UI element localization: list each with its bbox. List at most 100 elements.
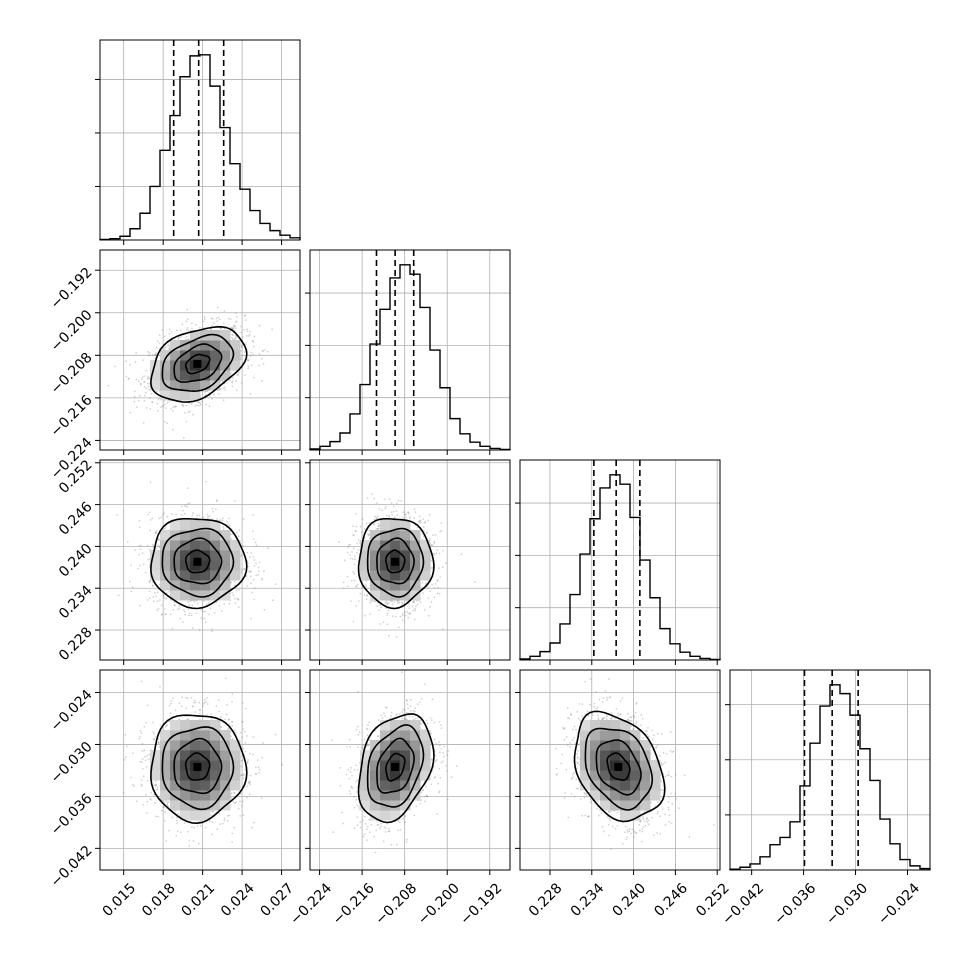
x-tick-label: 0.015	[100, 880, 140, 920]
scatter-point	[667, 801, 670, 803]
scatter-point	[555, 767, 558, 770]
scatter-point	[392, 510, 395, 513]
contour-level-3	[584, 727, 654, 811]
scatter-point	[157, 738, 160, 740]
density-cell	[410, 760, 421, 771]
scatter-point	[664, 761, 667, 764]
density-cell	[220, 550, 231, 561]
scatter-point	[191, 604, 194, 607]
scatter-point	[411, 715, 414, 718]
scatter-point	[633, 831, 635, 833]
scatter-point	[246, 330, 249, 333]
scatter-point	[225, 713, 228, 716]
scatter-point	[655, 747, 658, 749]
scatter-point	[244, 343, 247, 345]
scatter-panel-1-3	[310, 670, 510, 870]
scatter-point	[404, 513, 407, 516]
scatter-point	[378, 524, 381, 527]
scatter-point	[166, 401, 169, 404]
density-cell	[580, 780, 591, 791]
scatter-point	[132, 783, 134, 786]
scatter-point	[357, 690, 360, 693]
scatter-point	[164, 811, 167, 814]
scatter-point	[225, 677, 227, 680]
scatter-point	[187, 830, 189, 833]
density-cell	[160, 730, 171, 741]
scatter-point	[656, 801, 659, 804]
scatter-point	[595, 691, 598, 693]
scatter-point	[235, 312, 237, 315]
scatter-point	[186, 505, 188, 508]
scatter-point	[425, 794, 428, 797]
scatter-point	[662, 789, 664, 791]
scatter-point	[425, 532, 428, 535]
scatter-point	[668, 820, 671, 823]
density-cell	[200, 530, 211, 541]
scatter-point	[222, 387, 224, 390]
scatter-point	[160, 406, 162, 408]
density-cell	[620, 770, 631, 781]
density-cell	[180, 550, 191, 561]
scatter-point	[368, 521, 371, 524]
y-tick-label: −0.042	[48, 843, 96, 891]
density-cell	[410, 790, 421, 801]
scatter-point	[204, 621, 207, 624]
density-cell	[370, 530, 381, 541]
scatter-point	[406, 838, 408, 841]
scatter-point	[591, 713, 593, 715]
scatter-point	[170, 702, 172, 705]
scatter-point	[163, 403, 166, 406]
panel-frame-0-3	[99, 669, 301, 871]
scatter-point	[395, 714, 397, 716]
scatter-point	[412, 710, 415, 712]
scatter-point	[563, 797, 566, 799]
scatter-point	[188, 839, 191, 842]
y-tick-label: −0.200	[48, 307, 96, 355]
scatter-point	[332, 831, 335, 834]
scatter-point	[603, 716, 606, 719]
density-cell	[370, 540, 381, 551]
panel-frame-hist-1	[309, 249, 511, 451]
density-cell	[400, 520, 411, 531]
density-cell	[410, 540, 421, 551]
scatter-point	[436, 592, 439, 595]
scatter-point	[199, 708, 201, 711]
scatter-point	[433, 587, 436, 590]
scatter-point	[595, 707, 598, 710]
scatter-point	[233, 791, 236, 794]
histogram-2	[519, 474, 721, 661]
scatter-point	[222, 526, 225, 529]
density-cell	[420, 760, 431, 771]
scatter-point	[581, 715, 583, 718]
scatter-point	[208, 820, 211, 822]
scatter-point	[366, 828, 368, 830]
scatter-point	[589, 704, 591, 706]
scatter-point	[683, 774, 686, 777]
scatter-point	[398, 601, 401, 604]
scatter-point	[164, 608, 167, 610]
scatter-point	[216, 320, 219, 322]
scatter-point	[214, 508, 217, 510]
scatter-point	[355, 513, 357, 515]
scatter-point	[422, 526, 425, 528]
scatter-point	[155, 595, 158, 597]
scatter-point	[352, 525, 354, 527]
scatter-point	[409, 710, 412, 712]
scatter-point	[155, 784, 158, 787]
density-cell	[210, 370, 221, 381]
scatter-point	[163, 335, 166, 338]
scatter-point	[629, 716, 632, 719]
scatter-point	[248, 335, 250, 337]
scatter-point	[425, 582, 427, 585]
scatter-point	[364, 822, 367, 825]
density-cell	[150, 370, 161, 381]
scatter-point	[146, 779, 149, 782]
scatter-point	[138, 394, 141, 397]
scatter-point	[361, 819, 364, 822]
scatter-point	[368, 831, 371, 834]
scatter-point	[204, 391, 206, 393]
scatter-point	[139, 548, 142, 551]
scatter-point	[231, 693, 234, 695]
scatter-point	[390, 714, 392, 717]
